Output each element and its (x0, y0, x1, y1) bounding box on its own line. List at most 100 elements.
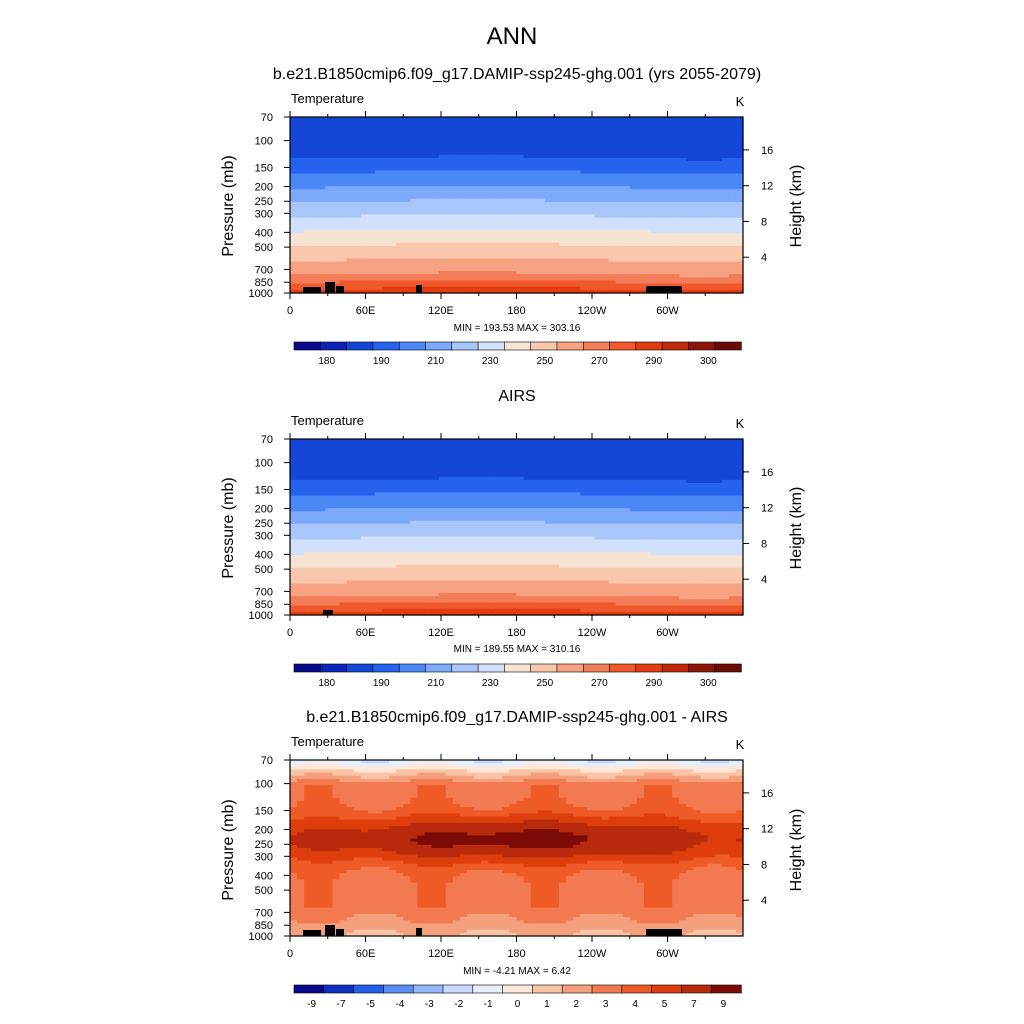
field-cell (523, 289, 532, 294)
field-cell (509, 120, 518, 124)
field-cell (679, 161, 687, 165)
field-cell (290, 501, 298, 506)
field-cell (389, 161, 397, 165)
field-cell (679, 183, 687, 187)
field-cell (474, 230, 482, 234)
field-cell (474, 448, 482, 453)
field-cell (629, 242, 638, 247)
field-cell (396, 457, 404, 462)
field-cell (353, 464, 362, 468)
field-cell (466, 151, 475, 156)
field-cell (594, 148, 603, 153)
field-cell (650, 274, 659, 278)
field-cell (594, 192, 603, 197)
field-cell (665, 479, 673, 484)
field-cell (403, 277, 411, 282)
field-cell (629, 170, 638, 175)
field-cell (466, 280, 475, 285)
field-cell (700, 161, 709, 165)
field-cell (679, 230, 687, 234)
field-cell (580, 195, 588, 200)
field-cell (424, 227, 433, 231)
field-cell (346, 289, 355, 294)
field-cell (544, 161, 553, 165)
field-cell (360, 220, 369, 225)
field-cell (410, 183, 419, 187)
field-cell (643, 129, 652, 134)
field-cell (728, 252, 737, 256)
field-cell (374, 492, 383, 497)
field-cell (530, 123, 539, 128)
field-cell (403, 252, 411, 256)
field-cell (332, 264, 341, 269)
field-cell (700, 277, 709, 282)
field-cell (566, 467, 574, 472)
field-cell (601, 132, 610, 137)
field-cell (488, 132, 496, 137)
field-cell (665, 461, 673, 465)
field-cell (481, 120, 489, 124)
field-cell (601, 280, 610, 285)
field-cell (339, 498, 348, 503)
field-cell (679, 145, 687, 150)
field-cell (445, 151, 454, 156)
field-cell (594, 139, 603, 143)
field-cell (608, 129, 617, 134)
field-cell (502, 483, 511, 487)
field-cell (466, 161, 475, 165)
field-cell (374, 258, 383, 263)
field-cell (495, 220, 503, 225)
field-cell (353, 242, 362, 247)
field-cell (601, 236, 610, 241)
field-cell (679, 242, 687, 247)
field-cell (424, 198, 433, 203)
field-cell (728, 183, 737, 187)
field-cell (403, 470, 411, 475)
field-cell (693, 135, 702, 140)
field-cell (389, 454, 397, 459)
field-cell (410, 164, 419, 168)
field-cell (537, 255, 546, 260)
field-cell (304, 261, 312, 266)
field-cell (382, 126, 390, 131)
field-cell (353, 201, 362, 206)
field-cell (629, 164, 638, 168)
field-cell (459, 445, 468, 450)
field-cell (615, 476, 624, 481)
field-cell (594, 448, 603, 453)
field-cell (346, 233, 355, 238)
field-cell (297, 289, 305, 294)
field-cell (403, 261, 411, 266)
field-cell (721, 473, 730, 478)
field-cell (481, 267, 489, 272)
field-cell (558, 142, 567, 146)
field-cell (459, 117, 468, 121)
field-cell (728, 220, 737, 225)
field-cell (502, 223, 511, 228)
field-cell (374, 192, 383, 197)
field-cell (580, 142, 588, 146)
field-cell (367, 223, 376, 228)
field-cell (544, 151, 553, 156)
field-cell (693, 464, 702, 468)
field-cell (523, 223, 532, 228)
field-cell (445, 201, 454, 206)
field-cell (735, 264, 744, 269)
field-cell (629, 227, 638, 231)
field-cell (466, 239, 475, 244)
field-cell (438, 283, 447, 288)
field-cell (629, 492, 638, 497)
field-cell (714, 492, 723, 497)
field-cell (374, 439, 383, 443)
field-cell (700, 126, 709, 131)
field-cell (587, 252, 595, 256)
field-cell (679, 448, 687, 453)
field-cell (382, 117, 390, 121)
field-cell (665, 230, 673, 234)
field-cell (650, 205, 659, 209)
field-cell (466, 201, 475, 206)
field-cell (622, 233, 631, 238)
field-cell (410, 170, 419, 175)
field-cell (360, 161, 369, 165)
field-cell (566, 129, 574, 134)
